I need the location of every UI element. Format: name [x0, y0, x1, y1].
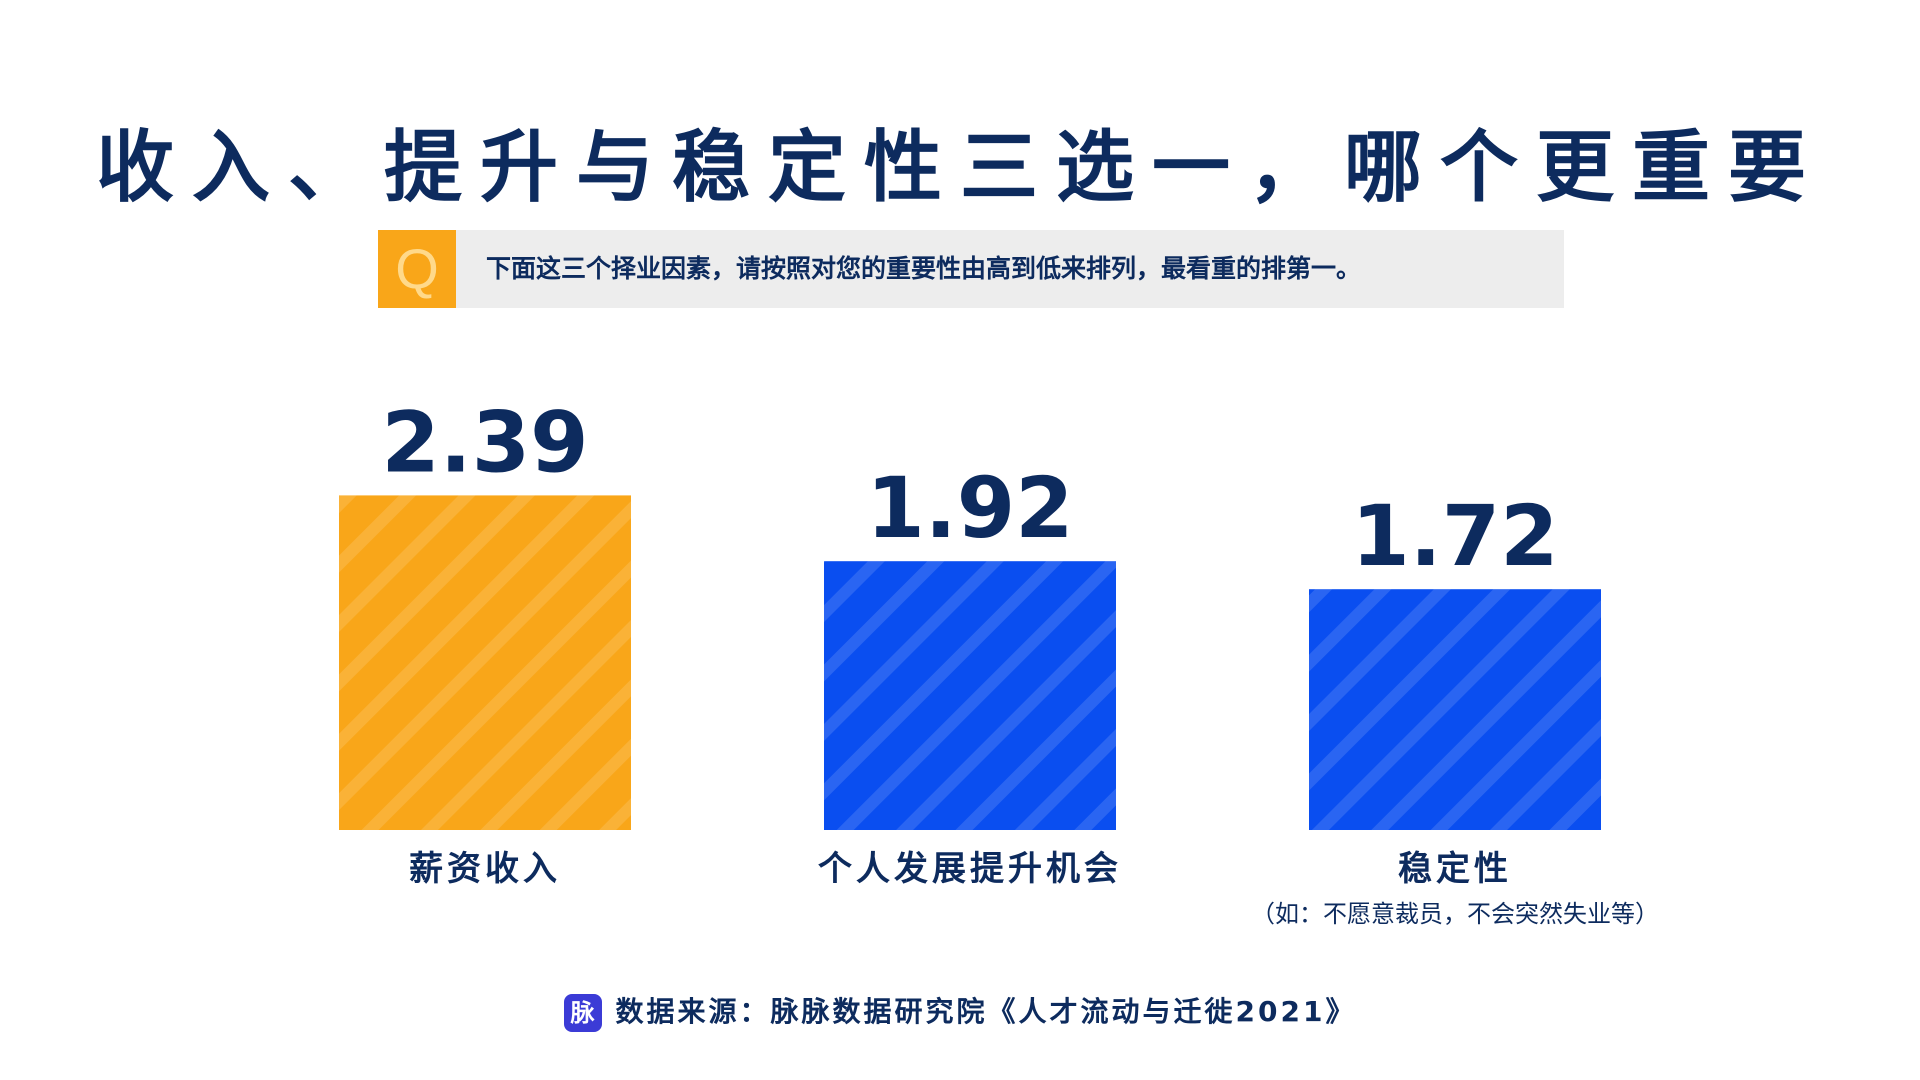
category-subtitle: （如：不愿意裁员，不会突然失业等） — [1251, 900, 1659, 928]
bar-stripe-overlay — [1309, 589, 1601, 830]
page-title: 收入、提升与稳定性三选一，哪个更重要 — [95, 123, 1824, 213]
category-label: 薪资收入 — [409, 849, 561, 889]
question-bar: Q 下面这三个择业因素，请按照对您的重要性由高到低来排列，最看重的排第一。 — [378, 230, 1564, 308]
bar-stripe-overlay — [824, 561, 1116, 830]
question-badge: Q — [378, 230, 456, 308]
bar-value-label: 1.92 — [866, 459, 1073, 557]
category-label: 稳定性 — [1398, 849, 1512, 889]
bar-stripe-overlay — [339, 495, 631, 830]
maimai-logo-icon: 脉 — [563, 994, 602, 1032]
bar-value-label: 2.39 — [381, 393, 588, 491]
question-text: 下面这三个择业因素，请按照对您的重要性由高到低来排列，最看重的排第一。 — [486, 254, 1362, 283]
bar-value-label: 1.72 — [1351, 487, 1558, 585]
data-source: 脉数据来源：脉脉数据研究院《人才流动与迁徙2021》 — [0, 990, 1920, 1032]
category-label: 个人发展提升机会 — [818, 849, 1122, 889]
bar-chart: 2.39 薪资收入 1.92 个人发展提升机会 1.72 稳定性 （如：不愿意裁员，不会突然… — [339, 393, 1659, 928]
data-source-text: 数据来源：脉脉数据研究院《人才流动与迁徙2021》 — [615, 995, 1357, 1028]
